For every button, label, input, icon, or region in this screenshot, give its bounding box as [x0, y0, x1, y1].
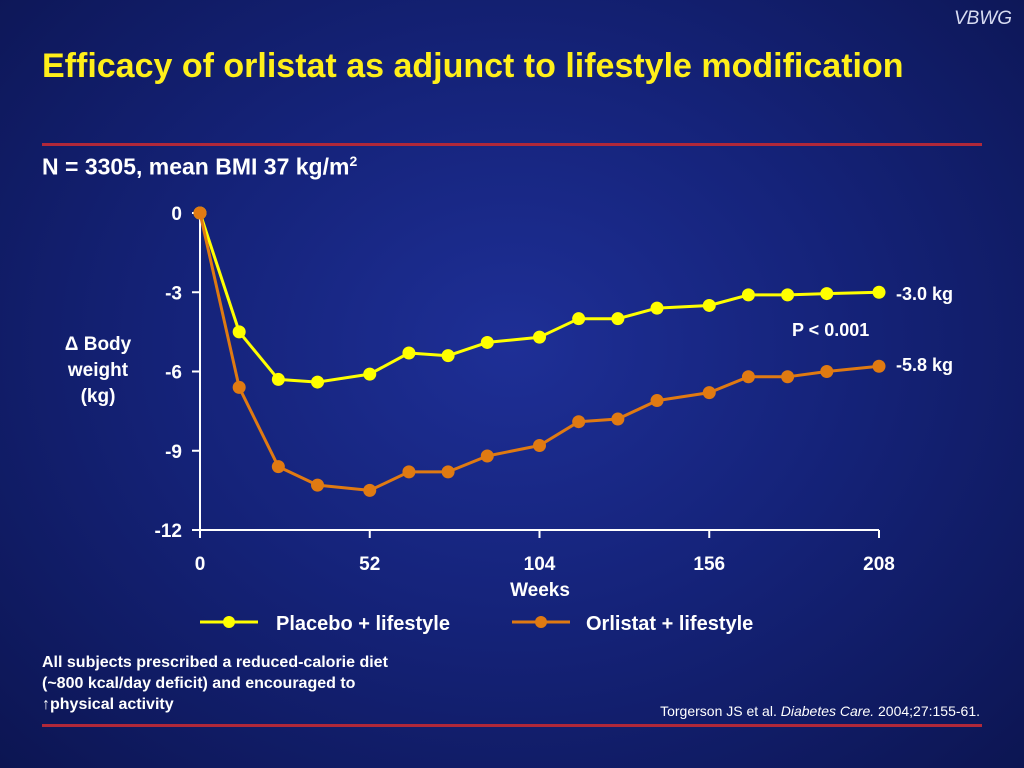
series-layer [193, 206, 886, 497]
data-point-placebo [271, 372, 285, 386]
data-point-placebo [820, 287, 834, 301]
footnote-line-1: All subjects prescribed a reduced-calori… [42, 654, 388, 671]
y-axis-title-line-1: Δ Body [65, 334, 132, 355]
end-label-orlistat: -5.8 kg [896, 355, 953, 375]
subtitle-superscript: 2 [349, 153, 358, 169]
x-tick-label: 156 [693, 554, 725, 575]
data-point-orlistat [402, 465, 416, 479]
brand-label: VBWG [953, 8, 1012, 29]
legend: Placebo + lifestyle Orlistat + lifestyle [200, 613, 753, 635]
legend-marker-orlistat [535, 616, 547, 628]
x-tick-label: 104 [524, 554, 556, 575]
data-point-placebo [480, 335, 494, 349]
y-tick-label: -3 [165, 283, 182, 304]
data-point-orlistat [311, 478, 325, 492]
data-point-placebo [311, 375, 325, 389]
data-point-placebo [402, 346, 416, 360]
data-point-placebo [872, 285, 886, 299]
y-tick-label: -6 [165, 363, 182, 384]
title-divider [42, 143, 982, 146]
citation-authors: Torgerson JS et al. [660, 703, 781, 719]
data-point-placebo [533, 330, 546, 344]
data-point-placebo [702, 298, 716, 312]
y-axis-title-line-2: weight [67, 360, 129, 381]
data-point-orlistat [820, 365, 834, 378]
data-point-placebo [741, 288, 755, 302]
y-tick-label: -9 [165, 442, 182, 463]
subtitle-text: N = 3305, mean BMI 37 kg/m [42, 153, 350, 180]
legend-label-placebo: Placebo + lifestyle [276, 613, 450, 635]
data-point-orlistat [193, 206, 207, 220]
series-line-placebo [198, 212, 880, 384]
data-point-orlistat [741, 370, 755, 384]
y-tick-label: -12 [155, 521, 182, 542]
footer-divider [42, 724, 982, 727]
footnote-line-3: ↑physical activity [42, 694, 502, 715]
legend-label-orlistat: Orlistat + lifestyle [586, 613, 753, 635]
legend-item-orlistat: Orlistat + lifestyle [512, 613, 753, 635]
data-point-orlistat [572, 415, 586, 429]
series-orlistat [193, 206, 886, 497]
data-point-orlistat [441, 465, 455, 479]
legend-marker-placebo [223, 616, 235, 628]
data-point-placebo [781, 288, 795, 302]
data-point-placebo [363, 367, 377, 381]
data-point-orlistat [533, 438, 546, 452]
x-tick-label: 208 [863, 554, 895, 575]
data-point-orlistat [872, 359, 886, 373]
up-arrow-icon: ↑ [42, 696, 50, 713]
y-tick-label: 0 [171, 204, 182, 225]
data-point-orlistat [781, 370, 795, 384]
footnote-line-2: (~800 kcal/day deficit) and encouraged t… [42, 675, 356, 692]
citation: Torgerson JS et al. Diabetes Care. 2004;… [660, 703, 980, 719]
legend-item-placebo: Placebo + lifestyle [200, 613, 450, 635]
footnote-line-3-text: physical activity [50, 696, 174, 713]
y-axis-title: Δ Body weight (kg) [65, 334, 132, 407]
x-tick-label: 52 [359, 554, 380, 575]
data-point-orlistat [480, 449, 494, 463]
p-value-annotation: P < 0.001 [792, 320, 869, 340]
slide-title: Efficacy of orlistat as adjunct to lifes… [42, 47, 904, 85]
y-axis-title-line-3: (kg) [81, 386, 116, 407]
data-point-placebo [650, 301, 664, 315]
data-point-orlistat [611, 412, 625, 426]
subtitle: N = 3305, mean BMI 37 kg/m2 [42, 153, 357, 181]
data-point-orlistat [702, 386, 716, 400]
data-point-placebo [232, 325, 246, 339]
x-axis-title: Weeks [510, 580, 570, 601]
data-point-orlistat [650, 394, 664, 408]
data-point-placebo [441, 349, 455, 363]
data-point-orlistat [232, 380, 246, 394]
axes: 0 -3 -6 -9 -12 0 52 104 156 208 [155, 204, 895, 575]
data-point-orlistat [363, 483, 377, 497]
citation-details: 2004;27:155-61. [874, 703, 980, 719]
end-label-placebo: -3.0 kg [896, 284, 953, 304]
series-placebo [193, 206, 886, 389]
citation-journal: Diabetes Care. [780, 703, 875, 719]
data-point-placebo [611, 312, 625, 326]
footnote: All subjects prescribed a reduced-calori… [42, 652, 502, 715]
data-point-placebo [572, 312, 586, 326]
data-point-orlistat [271, 460, 285, 474]
x-tick-label: 0 [195, 554, 206, 575]
